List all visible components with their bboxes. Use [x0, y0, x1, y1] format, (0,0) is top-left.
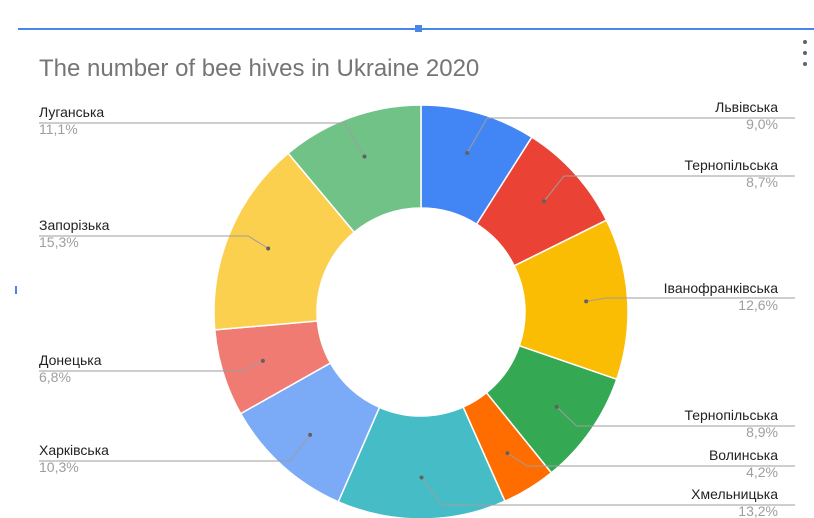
slice-label-7: Харківська: [39, 442, 109, 458]
leader-line-4: [556, 406, 795, 427]
leader-dot-10: [362, 154, 367, 159]
slice-percent-1: 9,0%: [746, 116, 778, 132]
leader-line-6: [421, 477, 795, 506]
pie-slice-9[interactable]: [213, 152, 356, 331]
leader-dot-2: [542, 199, 547, 204]
slice-label-8: Донецька: [39, 352, 102, 368]
leader-line-3: [586, 297, 795, 302]
slice-percent-4: 8,9%: [746, 424, 778, 440]
slice-label-4: Тернопільська: [684, 407, 778, 423]
leader-line-9: [39, 235, 269, 249]
slice-percent-8: 6,8%: [39, 369, 71, 385]
leader-dot-6: [419, 475, 424, 480]
chart-title: The number of bee hives in Ukraine 2020: [39, 55, 480, 82]
slice-label-2: Тернопільська: [684, 157, 778, 173]
slices-group: [213, 104, 629, 518]
slice-percent-7: 10,3%: [39, 459, 79, 475]
slice-label-5: Волинська: [709, 447, 778, 463]
leader-lines-group: [39, 117, 795, 506]
slice-label-1: Львівська: [715, 99, 778, 115]
slice-percent-10: 11,1%: [39, 121, 78, 137]
leader-dot-9: [266, 246, 271, 251]
slice-percent-5: 4,2%: [746, 464, 778, 480]
leader-dot-1: [465, 151, 470, 156]
slice-percent-9: 15,3%: [39, 234, 79, 250]
slice-label-9: Запорізька: [39, 217, 110, 233]
labels-group: Львівська9,0%Тернопільська8,7%Іванофранк…: [39, 99, 778, 518]
more-vert-icon[interactable]: [800, 40, 810, 66]
pie-slice-10[interactable]: [287, 104, 422, 234]
resize-handle-left[interactable]: [15, 286, 17, 294]
resize-handle-top[interactable]: [415, 25, 422, 32]
leader-line-10: [39, 122, 365, 157]
slice-label-6: Хмельницька: [691, 486, 778, 502]
slice-percent-3: 12,6%: [738, 297, 778, 313]
slice-percent-6: 13,2%: [738, 503, 778, 518]
slice-percent-2: 8,7%: [746, 174, 778, 190]
leader-line-2: [543, 175, 795, 202]
leader-dot-4: [554, 404, 559, 409]
leader-line-8: [39, 360, 264, 372]
slice-label-3: Іванофранківська: [664, 280, 779, 296]
leader-line-1: [466, 117, 795, 154]
leader-dot-3: [584, 299, 589, 304]
leader-line-5: [507, 452, 795, 467]
leader-dot-8: [260, 358, 265, 363]
slice-label-10: Луганська: [39, 104, 104, 120]
leader-dot-5: [505, 451, 510, 456]
leader-line-7: [39, 434, 311, 462]
leader-dot-7: [308, 432, 313, 437]
